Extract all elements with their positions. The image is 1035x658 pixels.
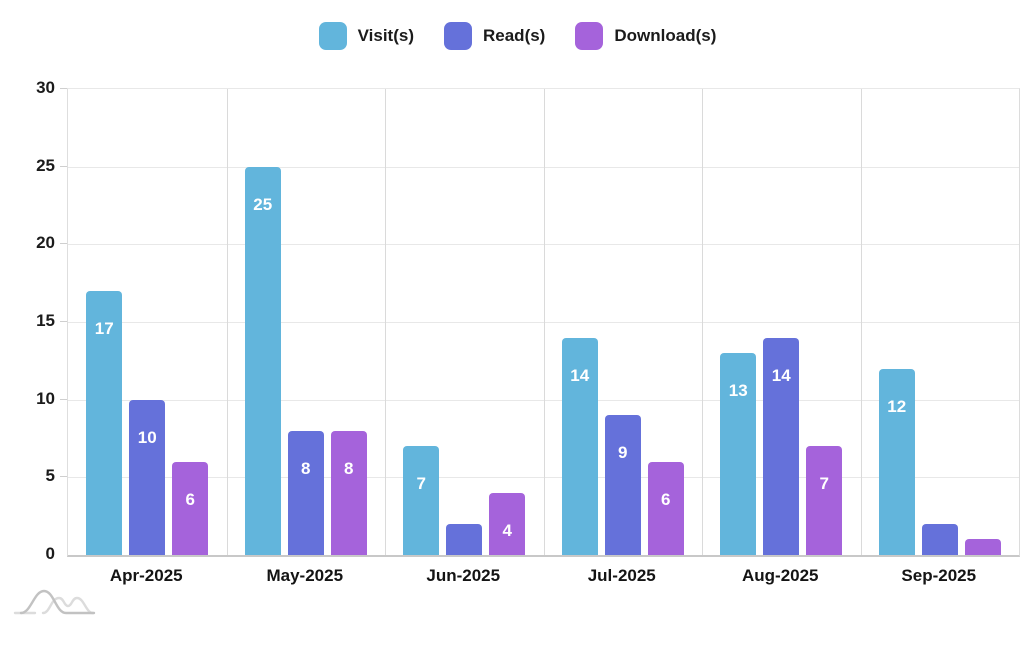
x-axis-label-sep-2025: Sep-2025 xyxy=(901,566,977,585)
bar-reads-apr-2025[interactable]: 10 xyxy=(129,399,166,555)
bar-visits-apr-2025[interactable]: 17 xyxy=(86,290,123,555)
bar-value-label: 9 xyxy=(618,443,628,463)
legend-swatch-downloads xyxy=(575,22,604,50)
bar-value-label: 6 xyxy=(661,489,671,509)
legend: Visit(s) Read(s) Download(s) xyxy=(0,22,1035,50)
gridline-x-2 xyxy=(385,89,386,555)
bar-downloads-sep-2025[interactable]: 1 xyxy=(964,539,1001,555)
bar-downloads-aug-2025[interactable]: 7 xyxy=(806,446,843,555)
bar-value-label: 25 xyxy=(253,194,273,214)
bar-visits-jun-2025[interactable]: 7 xyxy=(403,446,440,555)
gridline-x-4 xyxy=(702,89,703,555)
legend-label: Read(s) xyxy=(483,26,546,45)
y-axis-tick-15: 15 xyxy=(36,311,55,330)
bar-downloads-may-2025[interactable]: 8 xyxy=(330,430,367,555)
bar-visits-jul-2025[interactable]: 14 xyxy=(561,337,598,555)
bar-value-label: 7 xyxy=(819,474,829,494)
bar-value-label: 17 xyxy=(94,318,114,338)
y-axis-tick-10: 10 xyxy=(36,388,55,408)
bar-value-label: 14 xyxy=(570,365,590,385)
y-axis-tick-25: 25 xyxy=(36,155,55,175)
bar-value-label: 10 xyxy=(137,427,157,447)
y-axis-tick-20: 20 xyxy=(36,233,55,253)
y-axis-tick-0: 0 xyxy=(45,544,55,563)
bar-reads-sep-2025[interactable]: 2 xyxy=(921,523,958,555)
gridline-x-5 xyxy=(860,89,862,555)
bar-visits-sep-2025[interactable]: 12 xyxy=(878,368,915,555)
bar-value-label: 8 xyxy=(344,458,354,478)
legend-swatch-reads xyxy=(444,22,472,50)
bar-visits-aug-2025[interactable]: 13 xyxy=(720,353,757,555)
gridline-x-3 xyxy=(543,89,545,555)
bar-value-label: 4 xyxy=(502,520,512,540)
legend-item-downloads[interactable]: Download(s) xyxy=(575,22,716,50)
bar-reads-aug-2025[interactable]: 14 xyxy=(763,337,800,555)
legend-swatch-visits xyxy=(318,22,347,50)
bar-downloads-jun-2025[interactable]: 4 xyxy=(489,492,526,555)
bar-reads-jun-2025[interactable]: 2 xyxy=(446,523,483,555)
bar-downloads-jul-2025[interactable]: 6 xyxy=(647,461,684,555)
bar-value-label: 2 xyxy=(446,552,482,555)
bar-visits-may-2025[interactable]: 25 xyxy=(244,166,281,555)
bar-value-label: 7 xyxy=(416,474,426,494)
legend-item-visits[interactable]: Visit(s) xyxy=(318,22,414,50)
bar-reads-jul-2025[interactable]: 9 xyxy=(604,415,641,555)
bar-value-label: 8 xyxy=(301,458,311,478)
y-axis-tickmark xyxy=(60,476,67,478)
x-axis-label-apr-2025: Apr-2025 xyxy=(109,566,183,585)
bar-reads-may-2025[interactable]: 8 xyxy=(287,430,324,555)
bar-value-label: 14 xyxy=(771,365,791,385)
y-axis-tick-5: 5 xyxy=(45,466,55,486)
bar-value-label: 6 xyxy=(185,489,195,509)
x-axis-label-may-2025: May-2025 xyxy=(266,566,344,585)
plot-area: 17 10 6 25 8 8 7 2 4 14 9 6 13 14 7 12 2 1 xyxy=(67,88,1020,557)
y-axis-tick-30: 30 xyxy=(36,78,55,97)
legend-label: Download(s) xyxy=(614,26,717,45)
legend-item-reads[interactable]: Read(s) xyxy=(444,22,545,50)
x-axis-label-jul-2025: Jul-2025 xyxy=(587,566,656,585)
y-axis-tickmark xyxy=(60,398,67,400)
x-axis-label-aug-2025: Aug-2025 xyxy=(741,566,819,585)
bar-downloads-apr-2025[interactable]: 6 xyxy=(172,461,209,555)
chart-watermark-icon xyxy=(13,589,96,615)
bar-value-label: 2 xyxy=(922,552,958,555)
y-axis-tickmark xyxy=(60,88,67,89)
legend-label: Visit(s) xyxy=(357,26,414,45)
x-axis-label-jun-2025: Jun-2025 xyxy=(426,566,501,585)
y-axis-tickmark xyxy=(60,165,67,167)
y-axis-tickmark xyxy=(60,321,67,322)
gridline-x-1 xyxy=(226,89,228,555)
bar-value-label: 13 xyxy=(728,381,748,401)
bar-value-label: 12 xyxy=(887,396,907,416)
y-axis-tickmark xyxy=(60,243,67,245)
